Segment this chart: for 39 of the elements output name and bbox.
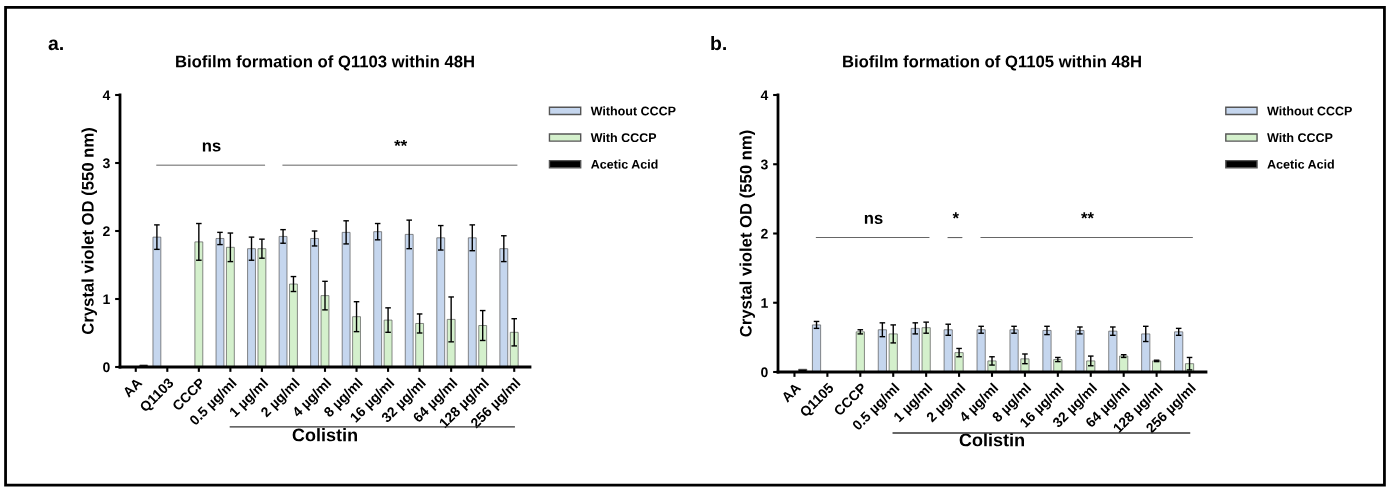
bar <box>509 331 519 367</box>
y-tick-label: 3 <box>102 158 110 169</box>
bar <box>152 236 162 367</box>
y-tick-label: 3 <box>760 159 768 170</box>
y-tick-label: 4 <box>760 90 769 101</box>
text: a. <box>48 39 63 51</box>
bar <box>1174 331 1184 372</box>
legend-label: Without CCCP <box>590 106 676 116</box>
y-axis-title: Crystal violet OD (550 nm) <box>739 130 755 337</box>
chart-title: Biofilm formation of Q1103 within 48H <box>176 55 474 71</box>
y-tick-label: 1 <box>103 294 110 305</box>
y-tick-label: 2 <box>761 228 768 239</box>
bar <box>812 324 821 372</box>
y-tick-label: 4 <box>102 90 111 101</box>
bar <box>855 331 865 372</box>
legend-label: Acetic Acid <box>1267 159 1334 169</box>
legend-label: Without CCCP <box>1267 106 1352 116</box>
y-tick-label: 0 <box>103 362 110 373</box>
legend-label: Acetic Acid <box>591 159 658 169</box>
y-tick-label: 2 <box>103 226 110 237</box>
bar <box>194 241 204 367</box>
annotation: ns <box>202 142 221 152</box>
bar <box>499 248 509 367</box>
bar <box>436 237 446 367</box>
text: b. <box>711 35 726 51</box>
x-tick-label: AA <box>122 377 143 398</box>
chart-title: Biofilm formation of Q1105 within 48H <box>843 55 1141 71</box>
annotation: * <box>952 212 960 219</box>
legend-label: With CCCP <box>590 132 657 143</box>
annotation: ns <box>864 214 883 224</box>
y-tick-label: 0 <box>761 367 768 378</box>
legend-label: With CCCP <box>1267 132 1333 143</box>
y-axis-title: Crystal violet OD (550 nm) <box>81 128 97 335</box>
y-tick-label: 1 <box>761 298 768 308</box>
x-tick-label: AA <box>780 382 802 403</box>
annotation: ** <box>394 139 408 147</box>
annotation: ** <box>1081 212 1094 219</box>
x-axis-title: Colistin <box>292 428 357 442</box>
x-axis-title: Colistin <box>959 433 1024 447</box>
